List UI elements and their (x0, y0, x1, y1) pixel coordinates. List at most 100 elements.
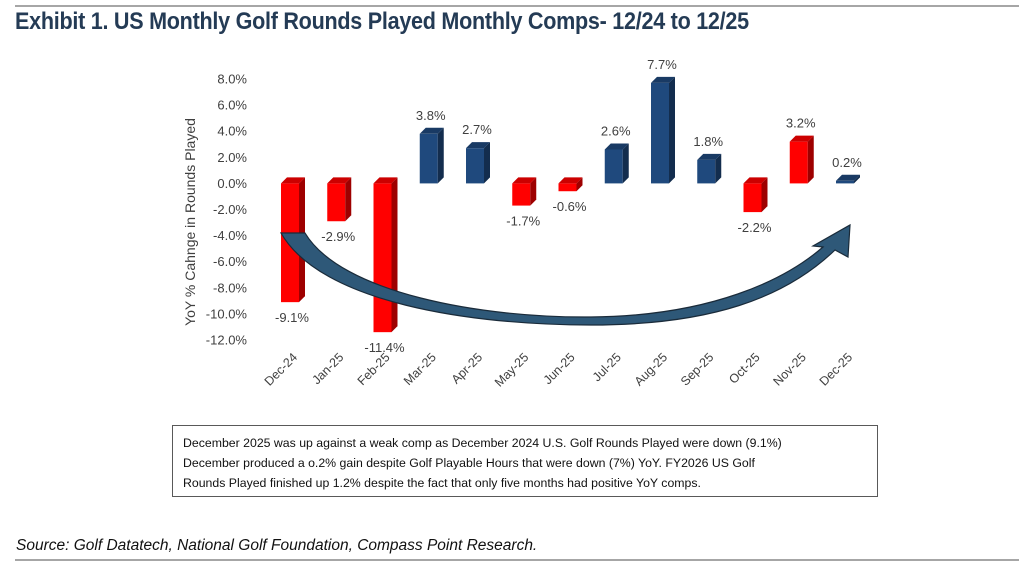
bar-jan-25 (327, 177, 352, 222)
bar-jun-25 (558, 177, 583, 192)
bar-front (373, 183, 392, 333)
data-label: 2.6% (601, 123, 631, 138)
data-label: -2.9% (321, 229, 355, 244)
y-tick-label: 0.0% (217, 176, 247, 191)
bar-mar-25 (419, 127, 444, 184)
x-tick-label: Feb-25 (355, 350, 393, 388)
data-label: -0.6% (553, 199, 587, 214)
bar-side (391, 177, 398, 333)
trend-arrow-layer (279, 223, 851, 326)
x-tick-label: Mar-25 (401, 350, 439, 388)
bar-top (558, 177, 583, 184)
bar-feb-25 (373, 177, 398, 333)
x-tick-label: Jan-25 (309, 350, 346, 387)
bar-dec-25 (836, 174, 860, 184)
bar-front (743, 183, 762, 213)
bar-top (281, 177, 305, 184)
y-tick-label: -6.0% (213, 254, 247, 269)
bar-side (484, 142, 490, 184)
bar-top (743, 177, 768, 184)
y-tick-label: -12.0% (206, 333, 248, 348)
x-tick-label: Oct-25 (726, 350, 762, 386)
bar-side (345, 177, 352, 222)
bar-oct-25 (743, 177, 768, 213)
data-label: 2.7% (462, 122, 492, 137)
x-tick-label: Apr-25 (449, 350, 485, 386)
x-tick-label: Dec-25 (817, 350, 855, 388)
bar-side (530, 177, 537, 206)
y-tick-label: -4.0% (213, 228, 247, 243)
x-tick-label: May-25 (492, 350, 531, 389)
bar-top (789, 135, 814, 142)
y-tick-label: 6.0% (217, 98, 247, 113)
bar-top (651, 76, 675, 83)
bar-side (437, 127, 444, 184)
bar-front (604, 149, 623, 184)
y-tick-label: -2.0% (213, 202, 247, 217)
bar-apr-25 (466, 142, 490, 184)
x-tick-label: Aug-25 (632, 350, 670, 388)
bar-front (327, 183, 346, 222)
data-label: 0.2% (832, 155, 862, 170)
y-axis-label: YoY % Cahnge in Rounds Played (182, 118, 198, 326)
x-tick-label: Jun-25 (541, 350, 578, 387)
commentary-line: Rounds Played finished up 1.2% despite t… (183, 476, 701, 490)
y-tick-label: 2.0% (217, 150, 247, 165)
y-tick-label: -10.0% (206, 306, 248, 321)
trend-arrow (279, 223, 851, 326)
bar-top (512, 177, 537, 184)
bar-front (651, 82, 669, 184)
bar-side (576, 177, 583, 192)
bar-top (836, 174, 860, 181)
data-label: 7.7% (647, 57, 677, 72)
data-label: -1.7% (506, 214, 540, 229)
y-tick-label: 8.0% (217, 72, 247, 87)
bar-nov-25 (789, 135, 814, 184)
data-label: 3.2% (786, 116, 816, 131)
bar-front (512, 183, 531, 206)
y-tick-label: -8.0% (213, 280, 247, 295)
bar-front (836, 180, 854, 184)
bar-side (622, 143, 629, 184)
bar-sep-25 (697, 153, 722, 184)
bar-front (789, 141, 808, 184)
bar-top (466, 142, 490, 149)
bar-top (373, 177, 398, 184)
x-axis-ticks: Dec-24 Jan-25 Feb-25 Mar-25 Apr-25 May-25 Jun-… (262, 350, 855, 389)
bar-may-25 (512, 177, 537, 206)
bar-front (697, 159, 716, 184)
bar-chart: YoY % Cahnge in Rounds Played 8.0% 6.0% 4.… (182, 57, 862, 390)
commentary-line: December 2025 was up against a weak comp… (183, 436, 782, 450)
commentary-line: December produced a o.2% gain despite Go… (183, 456, 755, 470)
data-label: 3.8% (416, 108, 446, 123)
bar-top (604, 143, 629, 150)
source-note: Source: Golf Datatech, National Golf Fou… (16, 537, 538, 554)
y-axis-ticks: 8.0% 6.0% 4.0% 2.0% 0.0% -2.0% -4.0% -6.0% -8.0%… (206, 72, 248, 348)
top-rule (15, 5, 1019, 7)
data-labels: -9.1% -2.9% -11.4% 3.8% 2.7% -1.7% -0.6% 2.6% 7.… (275, 57, 862, 355)
data-label: -2.2% (738, 220, 772, 235)
data-label: 1.8% (693, 134, 723, 149)
exhibit-title: Exhibit 1. US Monthly Golf Rounds Played… (15, 8, 749, 35)
bar-aug-25 (651, 76, 675, 184)
bar-top (327, 177, 352, 184)
bar-front (466, 148, 484, 184)
bar-side (761, 177, 768, 213)
bar-front (419, 133, 438, 184)
bar-side (807, 135, 814, 184)
bar-top (697, 153, 722, 160)
bar-jul-25 (604, 143, 629, 184)
bar-side (854, 174, 860, 184)
x-tick-label: Dec-24 (262, 350, 300, 388)
bar-front (558, 183, 577, 192)
data-label: -9.1% (275, 310, 309, 325)
y-tick-label: 4.0% (217, 124, 247, 139)
bottom-rule (15, 559, 1019, 561)
bar-side (669, 76, 675, 184)
bar-side (715, 153, 722, 184)
bar-top (419, 127, 444, 134)
x-tick-label: Nov-25 (770, 350, 808, 388)
data-label: -11.4% (364, 340, 405, 355)
x-tick-label: Sep-25 (678, 350, 716, 388)
commentary-box: December 2025 was up against a weak comp… (172, 425, 878, 497)
